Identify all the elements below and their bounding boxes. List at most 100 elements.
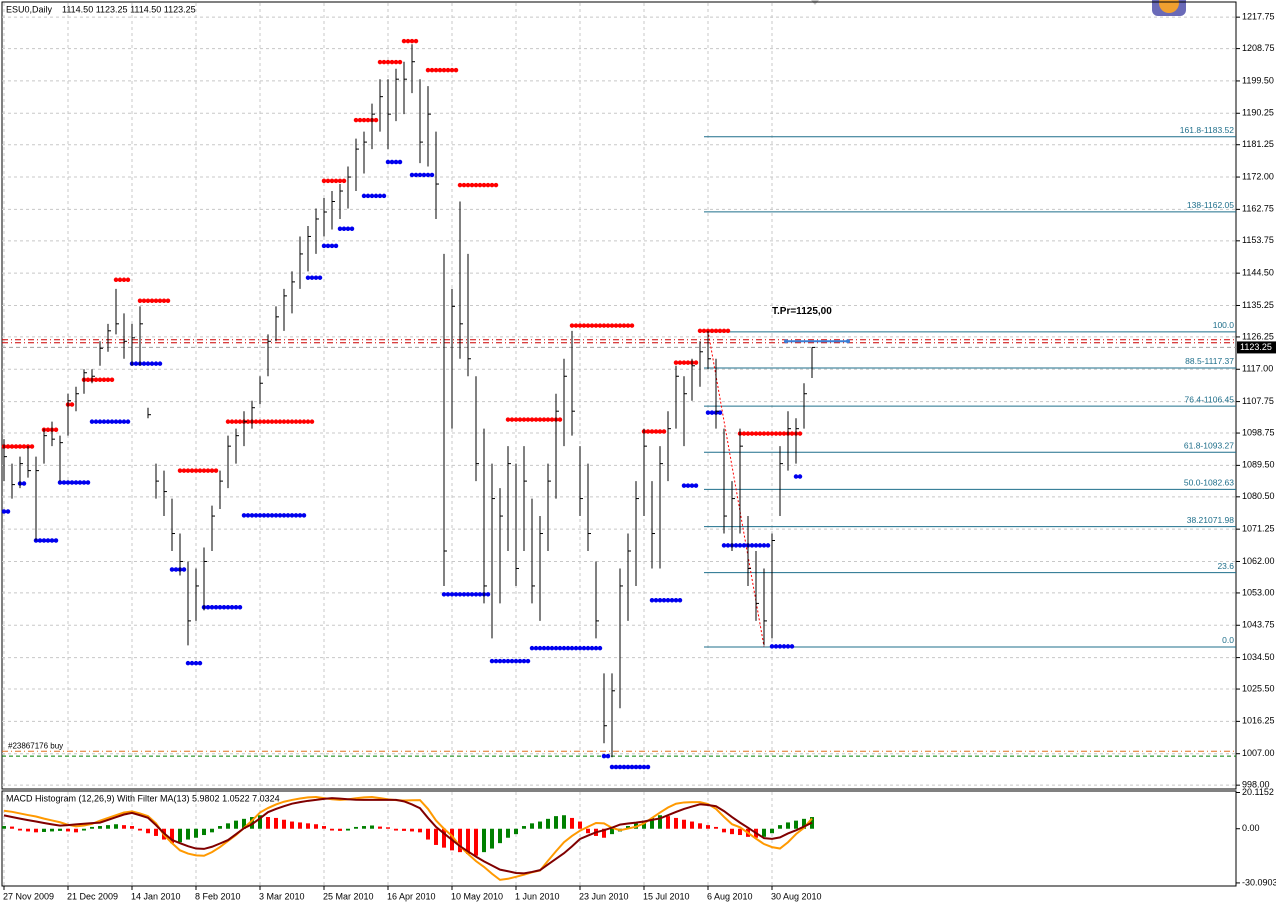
histogram-bar: [274, 817, 278, 829]
histogram-bar: [242, 818, 246, 829]
histogram-bar: [642, 820, 646, 829]
histogram-bar: [610, 828, 614, 835]
histogram-bar: [370, 825, 374, 829]
y-tick-label: 1144.50: [1242, 268, 1274, 278]
histogram-bar: [562, 815, 566, 829]
histogram-bar: [802, 818, 806, 829]
histogram-bar: [570, 817, 574, 829]
last-price-box: [1237, 341, 1276, 354]
target-end: [784, 339, 788, 344]
x-tick-label: 15 Jul 2010: [643, 891, 690, 901]
histogram-bar: [514, 828, 518, 835]
histogram-bar: [442, 828, 446, 848]
y-tick-label: 1107.75: [1242, 396, 1274, 406]
histogram-bar: [306, 823, 310, 829]
histogram-bar: [298, 822, 302, 829]
histogram-bar: [482, 828, 486, 853]
histogram-bar: [778, 825, 782, 829]
histogram-bar: [114, 824, 118, 829]
histogram-bar: [690, 821, 694, 829]
y-tick-label: 1053.00: [1242, 587, 1275, 597]
histogram-bar: [722, 828, 726, 833]
histogram-bar: [474, 828, 478, 856]
y-tick-label: 1199.50: [1242, 75, 1274, 85]
fib-label: 61.8-1093.27: [1184, 440, 1234, 450]
x-tick-label: 25 Mar 2010: [323, 891, 374, 901]
histogram-bar: [34, 828, 38, 833]
histogram-bar: [362, 826, 366, 829]
y-tick-label: 20.1152: [1242, 787, 1274, 797]
panel-frame: [1, 1, 1237, 790]
fib-label: 23.6: [1217, 561, 1234, 571]
y-tick-label: 1098.75: [1242, 427, 1275, 437]
histogram-bar: [74, 828, 78, 833]
histogram-bar: [762, 828, 766, 837]
histogram-bar: [394, 828, 398, 831]
y-tick-label: 0.00: [1242, 823, 1260, 833]
histogram-bar: [730, 828, 734, 835]
histogram-bar: [146, 828, 150, 834]
histogram-bar: [426, 828, 430, 840]
histogram-bar: [386, 827, 390, 829]
histogram-bar: [402, 828, 406, 831]
histogram-bar: [322, 826, 326, 829]
x-tick-label: 3 Mar 2010: [259, 891, 305, 901]
histogram-bar: [138, 828, 142, 831]
symbol: ESU0,Daily: [6, 4, 53, 14]
ohlc-readout: 1114.50 1123.25 1114.50 1123.25: [62, 4, 196, 14]
histogram-bar: [346, 828, 350, 831]
histogram-bar: [674, 817, 678, 829]
y-tick-label: 1126.25: [1242, 331, 1274, 341]
histogram-bar: [330, 828, 334, 831]
y-tick-label: 1043.75: [1242, 620, 1275, 630]
histogram-bar: [66, 828, 70, 832]
histogram-bar: [682, 819, 686, 829]
y-tick-label: 1007.00: [1242, 748, 1275, 758]
y-tick-label: 1217.75: [1242, 12, 1275, 22]
fib-label: 138-1162.05: [1187, 200, 1234, 210]
fib-label: 88.5-1117.37: [1185, 356, 1234, 366]
histogram-bar: [234, 820, 238, 829]
histogram-bar: [770, 828, 774, 834]
histogram-bar: [658, 815, 662, 829]
fib-label: 50.0-1082.63: [1184, 478, 1234, 488]
histogram-bar: [554, 816, 558, 829]
y-tick-label: 1190.25: [1242, 108, 1274, 118]
histogram-bar: [250, 817, 254, 829]
histogram-bar: [282, 819, 286, 829]
histogram-bar: [538, 821, 542, 829]
target-label: T.Pr=1125,00: [772, 306, 832, 317]
order-label: #23867176 buy: [8, 741, 63, 750]
histogram-bar: [202, 828, 206, 836]
last-price-label: 1123.25: [1240, 342, 1272, 352]
histogram-bar: [522, 826, 526, 829]
x-tick-label: 21 Dec 2009: [67, 891, 118, 901]
y-tick-label: 1162.75: [1242, 204, 1274, 214]
histogram-bar: [18, 828, 22, 831]
histogram-bar: [218, 826, 222, 829]
histogram-bar: [738, 828, 742, 836]
histogram-bar: [314, 824, 318, 829]
macd-line: [3, 796, 813, 881]
histogram-bar: [786, 822, 790, 829]
y-tick-label: 1071.25: [1242, 524, 1275, 534]
histogram-bar: [290, 821, 294, 829]
y-tick-label: 1117.00: [1242, 364, 1273, 374]
y-tick-label: 1080.50: [1242, 491, 1275, 501]
logo: [1159, 0, 1179, 13]
histogram-bar: [10, 826, 14, 829]
histogram-bar: [458, 828, 462, 853]
histogram-bar: [354, 826, 358, 829]
histogram-bar: [498, 828, 502, 844]
histogram-bar: [490, 828, 494, 849]
histogram-bar: [210, 828, 214, 833]
y-tick-label: 1153.75: [1242, 235, 1274, 245]
histogram-bar: [546, 818, 550, 829]
histogram-bar: [578, 821, 582, 829]
y-tick-label: 998.00: [1242, 780, 1270, 790]
histogram-bar: [226, 823, 230, 829]
histogram-bar: [194, 828, 198, 838]
